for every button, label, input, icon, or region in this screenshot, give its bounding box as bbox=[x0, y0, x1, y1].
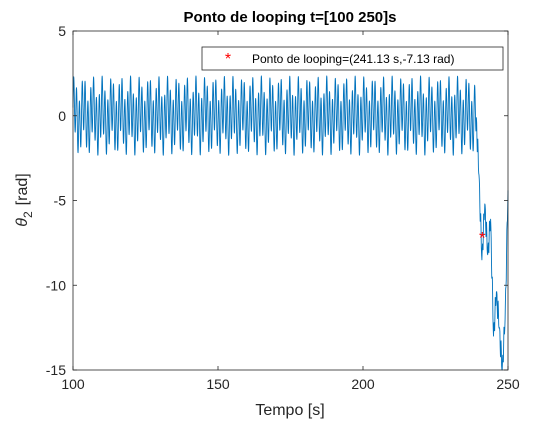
looping-point-marker: * bbox=[479, 229, 486, 248]
chart-title: Ponto de looping t=[100 250]s bbox=[184, 9, 397, 26]
legend-marker-icon: * bbox=[225, 51, 231, 68]
y-tick-label: -5 bbox=[54, 193, 67, 209]
y-axis-label-symbol: θ bbox=[14, 218, 31, 227]
y-tick-label: 0 bbox=[58, 108, 66, 124]
x-axis-label: Tempo [s] bbox=[255, 402, 324, 419]
y-tick-label: -15 bbox=[46, 362, 66, 378]
legend: * Ponto de looping=(241.13 s,-7.13 rad) bbox=[201, 46, 504, 71]
x-tick-label: 150 bbox=[206, 376, 230, 392]
theta2-line bbox=[72, 75, 509, 371]
marker-layer: * bbox=[479, 229, 486, 248]
x-tick-label: 250 bbox=[496, 376, 520, 392]
x-tick-label: 100 bbox=[61, 376, 85, 392]
series-layer: * bbox=[72, 75, 509, 371]
legend-box bbox=[201, 46, 504, 71]
y-tick-label: 5 bbox=[58, 23, 66, 39]
y-axis-label-unit: [rad] bbox=[14, 173, 31, 205]
y-axis-label-subscript: 2 bbox=[21, 211, 35, 218]
x-axis: 100 150 200 250 bbox=[61, 31, 520, 392]
y-axis-label-text: θ2 [rad] bbox=[14, 173, 35, 226]
y-axis: 5 0 -5 -10 -15 bbox=[46, 23, 508, 378]
legend-entry: Ponto de looping=(241.13 s,-7.13 rad) bbox=[252, 52, 454, 66]
y-axis-label: θ2 [rad] bbox=[14, 173, 35, 226]
y-tick-label: -10 bbox=[46, 277, 66, 293]
x-tick-label: 200 bbox=[351, 376, 375, 392]
